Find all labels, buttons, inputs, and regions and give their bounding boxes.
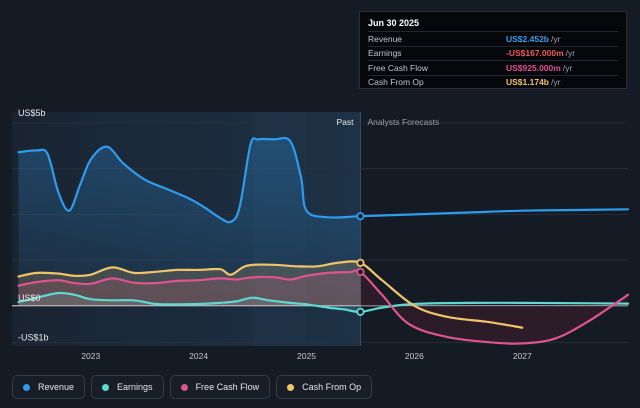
axis-labels: US$5b US$0 -US$1b 2023 2024 2025 2026 2027 Past A… xyxy=(18,108,532,361)
tooltip-unit: /yr xyxy=(565,48,576,59)
legend-item-revenue[interactable]: Revenue xyxy=(12,375,86,399)
tooltip: Jun 30 2025 Revenue US$2.452b /yr Earnin… xyxy=(359,11,627,89)
tooltip-unit: /yr xyxy=(551,33,561,44)
free-cash-flow-line xyxy=(17,269,630,345)
y-label-top: US$5b xyxy=(18,108,46,118)
tooltip-label: Earnings xyxy=(368,48,402,59)
tooltip-unit: /yr xyxy=(551,77,561,88)
x-tick-label: 2026 xyxy=(405,351,424,361)
legend-label: Cash From Op xyxy=(302,382,362,392)
earnings-marker xyxy=(356,307,365,316)
tooltip-date: Jun 30 2025 xyxy=(368,18,420,28)
legend-item-earnings[interactable]: Earnings xyxy=(91,375,164,399)
free-cash-flow-area xyxy=(18,270,361,306)
y-label-zero: US$0 xyxy=(18,293,41,303)
tooltip-label: Revenue xyxy=(368,33,403,44)
revenue-marker xyxy=(356,212,365,221)
free-cash-flow-forecast-area xyxy=(360,271,628,344)
x-tick-label: 2027 xyxy=(513,351,532,361)
x-tick-label: 2023 xyxy=(81,351,100,361)
cash-from-op-marker xyxy=(356,258,365,267)
y-label-bottom: -US$1b xyxy=(18,332,49,342)
legend-label: Free Cash Flow xyxy=(195,382,260,392)
tooltip-value: US$2.452b xyxy=(506,33,549,44)
cash-from-op-line xyxy=(17,260,524,329)
x-tick-label: 2024 xyxy=(189,351,208,361)
tooltip-value: -US$167.000m xyxy=(506,48,564,59)
revenue-line xyxy=(17,136,630,224)
legend-dot-icon xyxy=(287,383,295,391)
earnings-line xyxy=(17,291,630,314)
legend-item-free-cash-flow[interactable]: Free Cash Flow xyxy=(169,375,271,399)
legend-dot-icon xyxy=(180,383,188,391)
tooltip-label: Free Cash Flow xyxy=(368,62,428,73)
legend-dot-icon xyxy=(23,383,30,391)
x-tick-label: 2025 xyxy=(297,351,316,361)
legend: Revenue Earnings Free Cash Flow Cash Fro… xyxy=(12,375,373,399)
series-markers xyxy=(356,212,365,316)
legend-label: Earnings xyxy=(117,382,153,392)
tooltip-value: US$1.174b xyxy=(506,77,549,88)
tooltip-row-cash-from-op: Cash From Op US$1.174b /yr xyxy=(368,74,618,90)
legend-label: Revenue xyxy=(38,382,75,392)
past-label: Past xyxy=(336,117,354,127)
tooltip-row-free-cash-flow: Free Cash Flow US$925.000m /yr xyxy=(368,60,618,75)
series-lines xyxy=(17,136,630,345)
free-cash-flow-marker xyxy=(356,267,365,277)
forecast-label: Analysts Forecasts xyxy=(367,117,439,127)
tooltip-row-revenue: Revenue US$2.452b /yr xyxy=(368,31,618,46)
legend-dot-icon xyxy=(102,383,110,391)
tooltip-value: US$925.000m xyxy=(506,62,561,73)
legend-item-cash-from-op[interactable]: Cash From Op xyxy=(276,375,373,399)
tooltip-unit: /yr xyxy=(562,62,573,73)
cash-from-op-area xyxy=(18,261,361,306)
tooltip-row-earnings: Earnings -US$167.000m /yr xyxy=(368,45,618,61)
tooltip-label: Cash From Op xyxy=(368,77,424,88)
